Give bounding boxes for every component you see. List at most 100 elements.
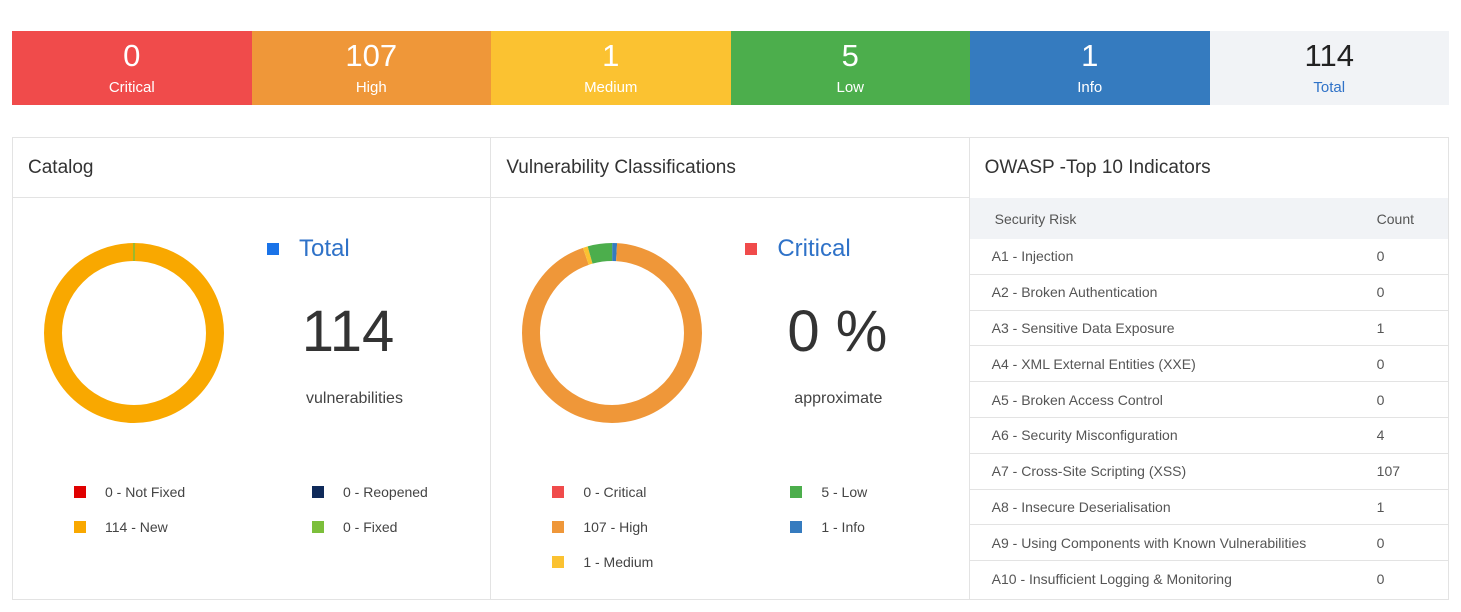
- owasp-panel: OWASP -Top 10 Indicators Security Risk C…: [969, 138, 1448, 599]
- table-row[interactable]: A3 - Sensitive Data Exposure 1: [969, 311, 1448, 347]
- legend-swatch: [74, 486, 86, 498]
- column-header-count[interactable]: Count: [1376, 210, 1415, 227]
- tile-count: 5: [841, 38, 859, 73]
- table-row[interactable]: A2 - Broken Authentication 0: [969, 275, 1448, 311]
- count-cell: 0: [1376, 391, 1385, 408]
- panel-title: Catalog: [13, 138, 491, 198]
- legend-item-critical[interactable]: 0 - Critical: [552, 484, 646, 500]
- classifications-donut-chart[interactable]: [521, 242, 703, 424]
- catalog-panel: Catalog Total 114 vulnerabilities 0 - No…: [13, 138, 492, 599]
- tile-critical[interactable]: 0 Critical: [12, 31, 252, 105]
- legend-text: 0 - Reopened: [343, 484, 428, 500]
- legend-item-medium[interactable]: 1 - Medium: [552, 554, 653, 570]
- risk-cell: A5 - Broken Access Control: [991, 391, 1163, 408]
- catalog-subtitle: vulnerabilities: [306, 390, 403, 407]
- tile-label: Critical: [108, 79, 155, 96]
- table-row[interactable]: A7 - Cross-Site Scripting (XSS) 107: [969, 454, 1448, 490]
- table-row[interactable]: A8 - Insecure Deserialisation 1: [969, 490, 1448, 526]
- tile-total[interactable]: 114 Total: [1209, 31, 1449, 105]
- tile-low[interactable]: 5 Low: [730, 31, 970, 105]
- table-row[interactable]: A6 - Security Misconfiguration 4: [969, 418, 1448, 454]
- count-cell: 0: [1376, 248, 1385, 265]
- table-header: Security Risk Count: [969, 198, 1448, 239]
- risk-cell: A8 - Insecure Deserialisation: [991, 498, 1171, 515]
- legend-text: 1 - Info: [821, 519, 865, 535]
- dashboard-panels: Catalog Total 114 vulnerabilities 0 - No…: [12, 137, 1449, 600]
- legend-text: 0 - Not Fixed: [105, 484, 186, 500]
- tile-medium[interactable]: 1 Medium: [491, 31, 731, 105]
- table-row[interactable]: A5 - Broken Access Control 0: [969, 382, 1448, 418]
- classifications-selected-legend[interactable]: Critical: [745, 235, 851, 263]
- count-cell: 0: [1376, 284, 1385, 301]
- risk-cell: A2 - Broken Authentication: [991, 284, 1158, 301]
- table-row[interactable]: A9 - Using Components with Known Vulnera…: [969, 525, 1448, 562]
- risk-cell: A1 - Injection: [991, 248, 1074, 265]
- risk-cell: A4 - XML External Entities (XXE): [991, 355, 1196, 372]
- classifications-percent: 0 %: [787, 299, 888, 364]
- legend-swatch: [790, 521, 803, 533]
- donut-segment-high[interactable]: [522, 243, 703, 423]
- panel-title: Vulnerability Classifications: [491, 138, 969, 198]
- donut-segment-new[interactable]: [44, 243, 224, 423]
- legend-text: 1 - Medium: [583, 554, 654, 570]
- legend-text: 5 - Low: [821, 484, 868, 500]
- table-row[interactable]: A10 - Insufficient Logging & Monitoring …: [970, 561, 1448, 597]
- count-cell: 0: [1376, 534, 1385, 551]
- legend-item-low[interactable]: 5 - Low: [790, 484, 867, 500]
- table-row[interactable]: A1 - Injection 0: [969, 239, 1448, 275]
- count-cell: 0: [1376, 355, 1385, 372]
- legend-item-fixed[interactable]: 0 - Fixed: [312, 519, 397, 535]
- tile-label: Medium: [584, 79, 638, 96]
- catalog-total-number: 114: [301, 299, 395, 364]
- legend-swatch: [74, 521, 86, 533]
- legend-swatch: [267, 243, 279, 255]
- classifications-subtitle: approximate: [794, 390, 883, 407]
- donut-segment-low[interactable]: [522, 243, 703, 423]
- table-row[interactable]: A4 - XML External Entities (XXE) 0: [969, 346, 1448, 383]
- tile-label: Info: [1077, 79, 1103, 96]
- panel-title: OWASP -Top 10 Indicators: [984, 157, 1211, 178]
- count-cell: 1: [1376, 498, 1385, 515]
- legend-text: 0 - Fixed: [343, 519, 398, 535]
- legend-text: 107 - High: [583, 519, 648, 535]
- classifications-panel: Vulnerability Classifications Critical 0…: [491, 138, 970, 599]
- legend-swatch: [790, 486, 803, 498]
- count-cell: 107: [1376, 463, 1401, 480]
- legend-item-not-fixed[interactable]: 0 - Not Fixed: [74, 484, 185, 500]
- selected-series-label: Critical: [777, 235, 851, 262]
- legend-text: 0 - Critical: [583, 484, 647, 500]
- risk-cell: A7 - Cross-Site Scripting (XSS): [991, 463, 1187, 480]
- selected-series-label: Total: [299, 235, 350, 262]
- risk-cell: A6 - Security Misconfiguration: [991, 427, 1178, 444]
- risk-cell: A3 - Sensitive Data Exposure: [991, 319, 1175, 336]
- legend-item-info[interactable]: 1 - Info: [790, 519, 865, 535]
- legend-item-high[interactable]: 107 - High: [552, 519, 648, 535]
- count-cell: 4: [1376, 427, 1385, 444]
- catalog-donut-chart[interactable]: [43, 242, 225, 424]
- tile-label: Total: [1313, 79, 1346, 96]
- legend-swatch: [552, 521, 565, 533]
- legend-swatch: [552, 556, 565, 568]
- tile-label: High: [355, 79, 387, 96]
- count-cell: 0: [1376, 571, 1385, 588]
- legend-swatch: [312, 521, 324, 533]
- tile-count: 1: [1081, 38, 1099, 73]
- tile-count: 1: [602, 38, 620, 73]
- legend-swatch: [745, 243, 758, 255]
- legend-item-reopened[interactable]: 0 - Reopened: [312, 484, 428, 500]
- owasp-table: Security Risk Count A1 - Injection 0 A2 …: [969, 198, 1448, 597]
- count-cell: 1: [1376, 319, 1385, 336]
- legend-swatch: [552, 486, 565, 498]
- tile-high[interactable]: 107 High: [251, 31, 491, 105]
- risk-cell: A9 - Using Components with Known Vulnera…: [991, 534, 1307, 551]
- tile-info[interactable]: 1 Info: [970, 31, 1210, 105]
- legend-swatch: [312, 486, 324, 498]
- tile-count: 114: [1304, 38, 1354, 73]
- risk-cell: A10 - Insufficient Logging & Monitoring: [991, 571, 1232, 588]
- tile-count: 0: [123, 38, 141, 73]
- column-header-risk[interactable]: Security Risk: [994, 210, 1077, 227]
- tile-label: Low: [836, 79, 865, 96]
- catalog-selected-legend[interactable]: Total: [267, 235, 350, 263]
- legend-item-new[interactable]: 114 - New: [74, 519, 168, 535]
- legend-text: 114 - New: [105, 519, 168, 535]
